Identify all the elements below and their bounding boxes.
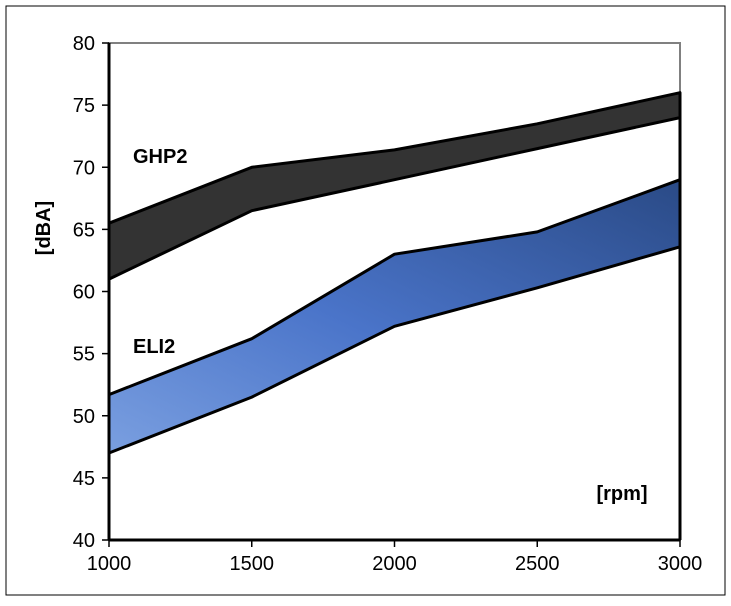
x-tick-label: 2500	[515, 553, 560, 575]
y-tick-label: 45	[73, 468, 95, 490]
x-tick-label: 1500	[230, 553, 275, 575]
y-tick-label: 75	[73, 95, 95, 117]
series-label-ghp2: GHP2	[133, 146, 187, 168]
x-axis-title: [rpm]	[596, 483, 647, 505]
y-tick-label: 50	[73, 406, 95, 428]
x-tick-label: 3000	[658, 553, 703, 575]
y-tick-label: 80	[73, 33, 95, 55]
y-tick-label: 70	[73, 157, 95, 179]
y-tick-label: 60	[73, 282, 95, 304]
y-tick-label: 40	[73, 530, 95, 552]
series-label-eli2: ELI2	[133, 336, 175, 358]
y-tick-label: 55	[73, 344, 95, 366]
y-axis-title: [dBA]	[33, 201, 55, 255]
x-tick-label: 1000	[87, 553, 132, 575]
x-tick-label: 2000	[372, 553, 417, 575]
y-tick-label: 65	[73, 219, 95, 241]
